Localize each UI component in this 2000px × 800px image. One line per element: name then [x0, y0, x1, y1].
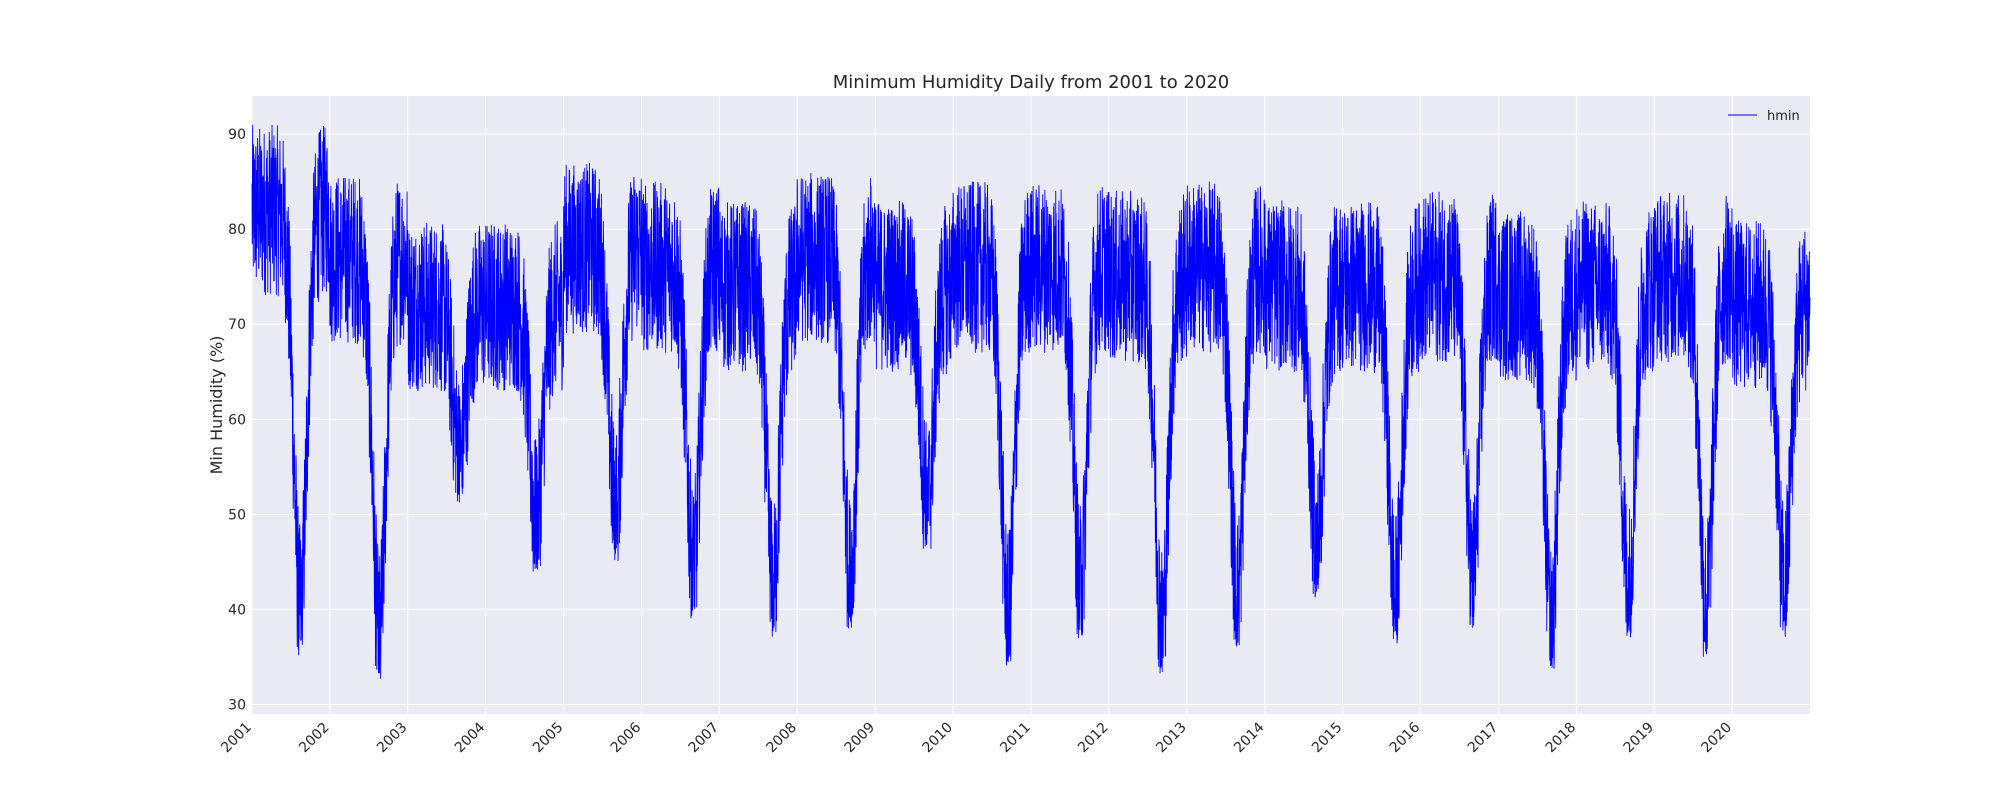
x-tick-label: 2004: [452, 719, 489, 756]
legend: hmin: [1728, 109, 1800, 124]
y-tick-label: 90: [228, 127, 246, 143]
x-tick-label: 2006: [608, 719, 645, 756]
x-tick-label: 2009: [842, 720, 879, 757]
x-tick-label: 2005: [530, 720, 567, 757]
y-axis-label: Min Humidity (%): [207, 336, 226, 475]
x-tick-label: 2001: [218, 720, 255, 757]
x-tick-label: 2015: [1309, 720, 1346, 757]
x-tick-label: 2016: [1387, 719, 1424, 756]
legend-label-hmin: hmin: [1767, 109, 1800, 124]
y-tick-label: 50: [228, 507, 246, 523]
x-tick-label: 2008: [764, 720, 801, 757]
x-tick-label: 2007: [686, 720, 723, 757]
x-tick-label: 2020: [1698, 720, 1735, 757]
x-tick-label: 2019: [1621, 720, 1658, 757]
x-tick-label: 2003: [374, 720, 411, 757]
x-tick-label: 2010: [919, 720, 956, 757]
x-tick-label: 2013: [1153, 720, 1190, 757]
series-line-hmin: [251, 124, 1811, 679]
x-tick-label: 2017: [1465, 720, 1502, 757]
x-tick-label: 2014: [1231, 719, 1268, 756]
x-tick-labels: 2001 2002 2003 2004 2005 2006 2007 2008 2009 2010…: [218, 719, 1735, 756]
y-tick-label: 40: [228, 602, 246, 618]
x-tick-label: 2018: [1543, 720, 1580, 757]
x-tick-label: 2012: [1075, 720, 1112, 757]
chart-title: Minimum Humidity Daily from 2001 to 2020: [833, 72, 1229, 93]
x-tick-label: 2002: [296, 720, 333, 757]
y-tick-label: 30: [228, 697, 246, 713]
y-tick-label: 60: [228, 412, 246, 428]
y-tick-labels: 30 40 50 60 70 80 90: [228, 127, 246, 713]
x-tick-label: 2011: [997, 720, 1034, 757]
y-tick-label: 80: [228, 222, 246, 238]
y-tick-label: 70: [228, 317, 246, 333]
